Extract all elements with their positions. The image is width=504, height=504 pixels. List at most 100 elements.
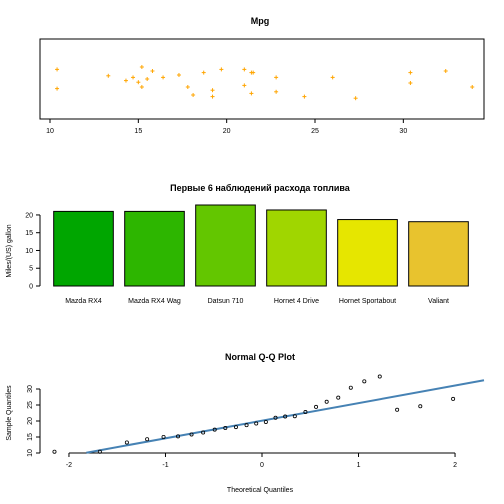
bar — [53, 210, 114, 287]
bar-chart-bars — [53, 204, 469, 287]
bar-chart-title: Первые 6 наблюдений расхода топлива — [170, 183, 351, 193]
data-point — [176, 73, 181, 77]
data-point — [210, 94, 215, 99]
x-tick-label: 0 — [260, 462, 264, 469]
data-point — [324, 399, 329, 404]
data-point — [189, 432, 194, 437]
data-point — [201, 70, 206, 75]
data-point — [348, 385, 353, 390]
data-point — [283, 414, 288, 419]
data-point — [150, 69, 155, 73]
x-tick-label: -1 — [162, 462, 168, 469]
data-point — [219, 67, 224, 72]
qq-line — [86, 379, 485, 454]
bar — [337, 219, 398, 287]
data-point — [408, 81, 413, 85]
data-point — [123, 78, 128, 83]
data-point — [303, 410, 308, 415]
data-point — [254, 421, 259, 426]
data-point — [124, 440, 129, 445]
data-point — [274, 75, 279, 80]
category-label: Mazda RX4 — [65, 298, 102, 305]
bar — [195, 204, 256, 287]
y-tick-label: 15 — [27, 433, 34, 441]
x-tick-label: 20 — [223, 128, 231, 135]
data-point — [52, 449, 57, 454]
data-point — [249, 91, 254, 96]
data-point — [353, 96, 358, 101]
data-point — [362, 379, 367, 384]
strip-chart-title: Mpg — [251, 16, 270, 26]
data-point — [55, 86, 60, 91]
data-point — [242, 67, 247, 72]
bar-chart-panel: Первые 6 наблюдений расхода топлива Mile… — [6, 183, 469, 305]
data-point — [263, 419, 268, 424]
data-point — [131, 75, 136, 80]
bar — [124, 210, 185, 287]
y-tick-label: 5 — [29, 266, 33, 273]
data-point — [418, 404, 423, 409]
data-point — [210, 88, 215, 93]
data-point — [201, 430, 206, 435]
data-point — [242, 83, 247, 88]
data-point — [136, 80, 141, 85]
bar-chart-category-labels: Mazda RX4 Mazda RX4 Wag Datsun 710 Hornet 4… — [65, 298, 449, 305]
data-point — [274, 89, 279, 94]
data-point — [161, 434, 166, 439]
y-tick-label: 10 — [25, 248, 33, 255]
y-tick-label: 0 — [29, 284, 33, 291]
data-point — [55, 67, 60, 72]
data-point — [451, 396, 456, 401]
category-label: Mazda RX4 Wag — [128, 298, 181, 305]
qq-plot-title: Normal Q-Q Plot — [225, 352, 295, 362]
category-label: Datsun 710 — [208, 298, 244, 305]
bar — [408, 221, 469, 287]
qq-plot-y-label: Sample Quantiles — [6, 385, 13, 441]
y-tick-label: 15 — [25, 230, 33, 237]
category-label: Hornet 4 Drive — [274, 298, 319, 305]
y-tick-label: 25 — [27, 401, 34, 409]
y-tick-label: 10 — [27, 449, 34, 457]
data-point — [249, 70, 254, 75]
data-point — [244, 423, 249, 428]
data-point — [145, 77, 150, 81]
data-point — [191, 93, 196, 97]
data-point — [145, 437, 150, 442]
strip-chart-frame — [39, 38, 485, 120]
data-point — [233, 425, 238, 430]
data-point — [223, 426, 228, 431]
data-point — [443, 69, 448, 73]
data-point — [395, 407, 400, 412]
bar — [266, 209, 327, 287]
qq-plot-x-axis: -2 -1 0 1 2 — [66, 452, 457, 469]
x-tick-label: 1 — [357, 462, 361, 469]
data-point — [106, 73, 111, 78]
y-tick-label: 20 — [25, 212, 33, 219]
data-point — [273, 415, 278, 420]
data-point — [302, 94, 307, 99]
data-point — [176, 434, 181, 439]
data-point — [292, 414, 297, 419]
data-point — [377, 374, 382, 379]
data-point — [470, 85, 475, 89]
qq-plot-panel: Normal Q-Q Plot Theoretical Quantiles Sa… — [6, 352, 485, 494]
qq-plot-y-axis: 10 15 20 25 30 — [27, 385, 41, 457]
category-label: Hornet Sportabout — [339, 298, 396, 305]
x-tick-label: 30 — [399, 128, 407, 135]
strip-chart-panel: Mpg 10 15 20 25 30 — [39, 16, 485, 135]
data-point — [336, 395, 341, 400]
data-point — [314, 404, 319, 409]
x-tick-label: -2 — [66, 462, 72, 469]
data-point — [97, 449, 102, 454]
data-point — [139, 85, 144, 89]
data-point — [139, 65, 144, 69]
data-point — [185, 85, 190, 89]
x-tick-label: 15 — [134, 128, 142, 135]
qq-plot-x-label: Theoretical Quantiles — [227, 487, 294, 494]
x-tick-label: 25 — [311, 128, 319, 135]
y-tick-label: 30 — [27, 385, 34, 393]
x-tick-label: 10 — [46, 128, 54, 135]
bar-chart-y-label: Miles/(US) gallon — [6, 224, 13, 277]
data-point — [161, 75, 166, 80]
